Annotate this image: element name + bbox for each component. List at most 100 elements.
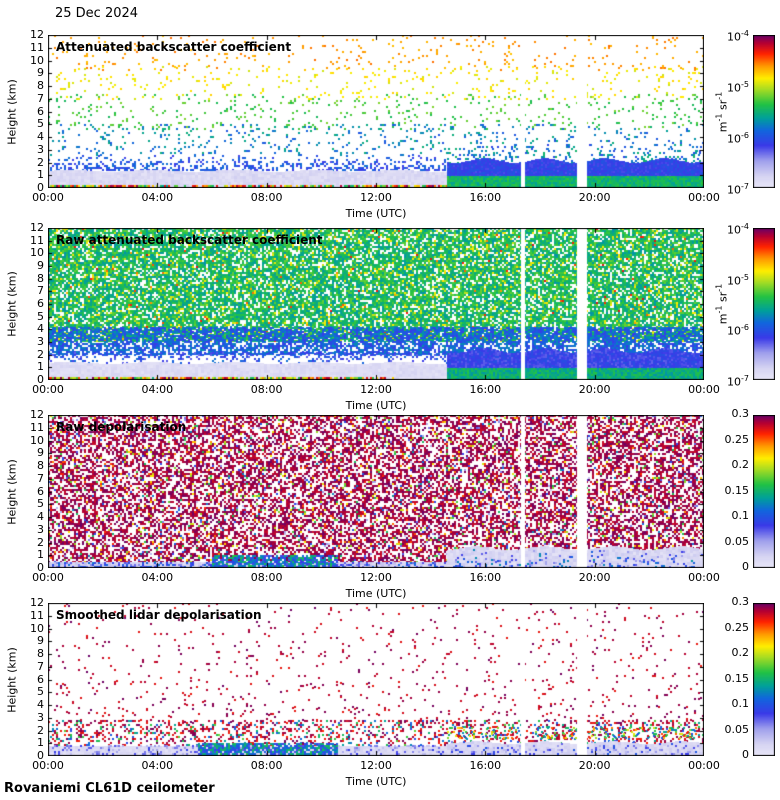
panel-title: Raw attenuated backscatter coefficient (56, 233, 323, 247)
y-tick-label: 11 (30, 608, 44, 622)
colorbar-tick-label: 0 (742, 748, 749, 761)
x-tick-label: 04:00 (141, 191, 174, 204)
colorbar-tick-label: 10-4 (727, 222, 749, 237)
x-tick-label: 20:00 (578, 759, 611, 772)
plot-canvas-raw-backscatter (48, 228, 704, 380)
y-tick-label: 9 (37, 66, 44, 80)
colorbar-tick-label: 10-6 (727, 131, 749, 146)
y-tick-label: 10 (30, 433, 44, 447)
x-tick-label: 12:00 (360, 191, 392, 204)
y-tick-label: 11 (30, 40, 44, 54)
x-tick-label: 16:00 (469, 759, 502, 772)
colorbar-tick-label: 0.15 (724, 483, 750, 497)
colorbar-tick-label: 0 (742, 560, 749, 573)
panel-smoothed-lidar-depolarisation: Height (km) Smoothed lidar depolarisatio… (0, 596, 780, 788)
plot-canvas-attenuated-backscatter (48, 35, 704, 188)
station-label: Rovaniemi CL61D ceilometer (4, 781, 215, 796)
x-tick-label: 00:00 (688, 571, 720, 584)
y-tick-label: 6 (37, 104, 44, 118)
x-axis-label: Time (UTC) (345, 399, 407, 412)
y-tick-label: 3 (37, 335, 44, 348)
y-tick-label: 10 (30, 246, 44, 260)
y-tick-label: 6 (37, 672, 44, 686)
y-tick-label: 4 (37, 130, 44, 143)
y-tick-label: 3 (37, 522, 44, 536)
x-tick-label: 00:00 (688, 191, 720, 204)
colorbar-tick-label: 0.3 (731, 407, 750, 420)
colorbar-tick-label: 0.1 (731, 509, 750, 522)
y-tick-label: 9 (37, 634, 44, 648)
y-tick-label: 2 (37, 155, 44, 169)
x-tick-label: 04:00 (141, 383, 174, 396)
y-tick-label: 8 (37, 79, 44, 92)
y-tick-label: 1 (37, 548, 44, 562)
x-tick-label: 16:00 (469, 571, 502, 584)
y-tick-label: 0 (37, 561, 44, 574)
panel-raw-depolarisation: Height (km) Raw depolarisation Time (UTC… (0, 408, 780, 600)
x-tick-label: 04:00 (141, 759, 174, 772)
colorbar-tick-label: 0.3 (731, 595, 750, 608)
colorbar-tick-label: 0.05 (724, 722, 750, 736)
x-tick-label: 12:00 (360, 383, 392, 396)
y-tick-label: 4 (37, 322, 44, 336)
x-tick-label: 08:00 (250, 383, 283, 396)
x-tick-label: 00:00 (32, 571, 64, 584)
y-tick-label: 0 (37, 373, 44, 386)
x-axis-label: Time (UTC) (345, 587, 407, 600)
x-tick-label: 12:00 (360, 759, 392, 772)
x-tick-label: 00:00 (32, 383, 64, 396)
y-tick-label: 1 (37, 360, 44, 374)
colorbar-raw-depolarisation (753, 415, 775, 568)
colorbar-backscatter (753, 35, 775, 188)
y-tick-label: 1 (37, 736, 44, 750)
y-tick-label: 12 (30, 596, 44, 609)
y-tick-label: 8 (37, 459, 44, 472)
y-tick-label: 7 (37, 659, 44, 673)
date-label: 25 Dec 2024 (55, 6, 139, 21)
y-tick-label: 12 (30, 221, 44, 234)
y-tick-label: 7 (37, 471, 44, 485)
x-tick-label: 20:00 (578, 571, 611, 584)
colorbar-tick-label: 0.25 (724, 432, 750, 446)
y-tick-label: 4 (37, 698, 44, 711)
colorbar-tick-label: 0.15 (724, 671, 750, 685)
y-tick-label: 12 (30, 408, 44, 421)
y-tick-label: 8 (37, 271, 44, 285)
panel-raw-attenuated-backscatter: Height (km) Raw attenuated backscatter c… (0, 222, 780, 412)
x-tick-label: 08:00 (250, 191, 283, 204)
y-tick-label: 7 (37, 284, 44, 298)
y-tick-label: 10 (30, 621, 44, 635)
x-tick-label: 00:00 (32, 191, 64, 204)
plot-canvas-raw-depolarisation (48, 415, 704, 568)
y-tick-label: 0 (37, 749, 44, 762)
x-axis-label: Time (UTC) (345, 775, 407, 788)
plot-canvas-smoothed-depolarisation (48, 603, 704, 756)
x-tick-label: 20:00 (578, 191, 611, 204)
x-tick-label: 00:00 (688, 759, 720, 772)
panel-title: Raw depolarisation (56, 420, 187, 434)
y-tick-label: 10 (30, 53, 44, 67)
y-tick-label: 5 (37, 309, 44, 323)
colorbar-tick-label: 0.25 (724, 620, 750, 634)
x-tick-label: 08:00 (250, 759, 283, 772)
colorbar-tick-label: 10-6 (727, 323, 749, 338)
y-tick-label: 1 (37, 168, 44, 182)
y-tick-label: 11 (30, 233, 44, 247)
colorbar-tick-label: 10-5 (727, 272, 749, 288)
y-tick-label: 2 (37, 535, 44, 549)
x-tick-label: 20:00 (578, 383, 611, 396)
colorbar-tick-label: 10-4 (727, 29, 749, 44)
y-tick-label: 4 (37, 510, 44, 523)
panel-title: Smoothed lidar depolarisation (56, 608, 262, 622)
y-tick-label: 9 (37, 446, 44, 460)
panel-attenuated-backscatter: Height (km) Attenuated backscatter coeff… (0, 29, 780, 220)
x-tick-label: 08:00 (250, 571, 283, 584)
y-tick-label: 11 (30, 420, 44, 434)
colorbar-tick-label: 10-7 (727, 374, 749, 389)
colorbar-unit-label: m-1 sr-1 (714, 283, 730, 325)
y-tick-label: 7 (37, 91, 44, 105)
y-tick-label: 12 (30, 28, 44, 41)
y-tick-label: 8 (37, 647, 44, 660)
colorbar-tick-label: 0.2 (731, 458, 750, 471)
